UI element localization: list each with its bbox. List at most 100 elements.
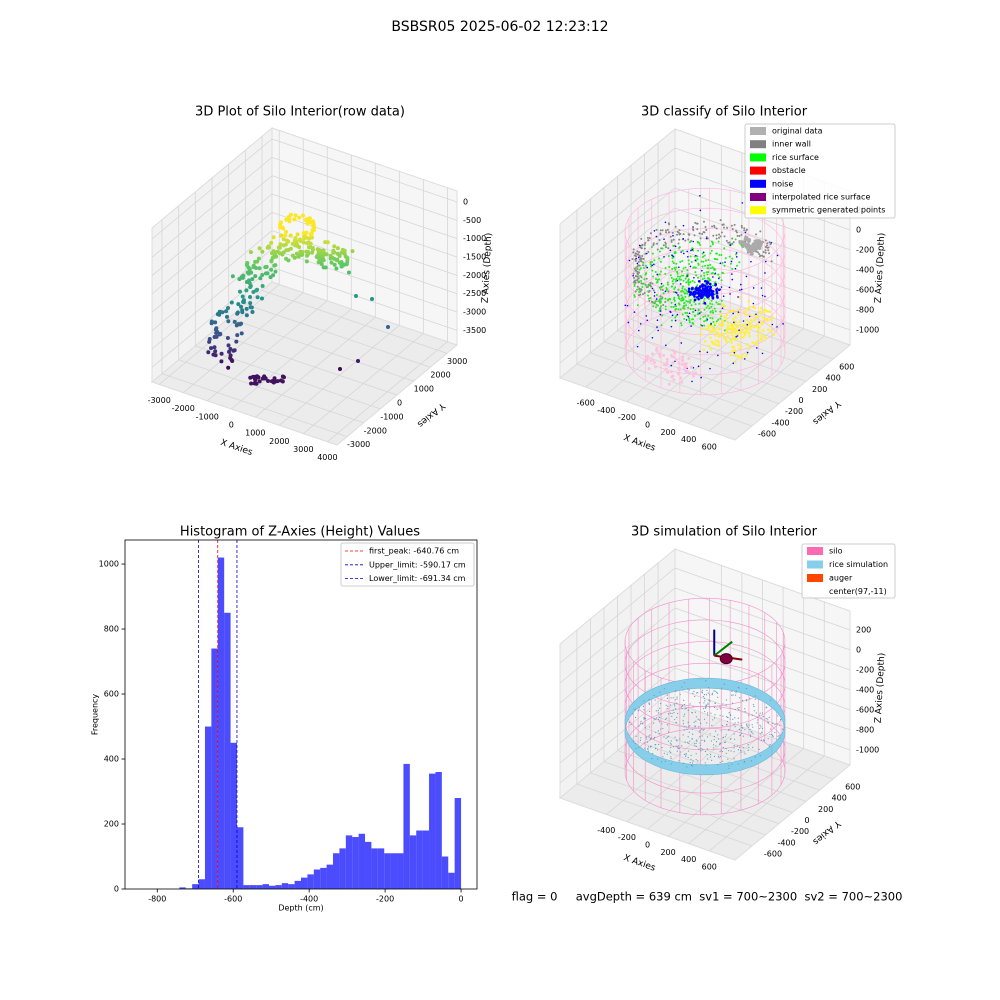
point	[725, 340, 729, 344]
point	[753, 306, 757, 310]
point	[670, 301, 673, 304]
point	[711, 225, 714, 228]
point	[638, 255, 641, 258]
point	[287, 219, 292, 224]
point	[636, 262, 639, 265]
point	[770, 241, 773, 244]
point	[712, 276, 714, 278]
point	[676, 270, 679, 273]
point	[656, 326, 658, 328]
point	[680, 274, 683, 277]
point	[656, 319, 659, 321]
point	[255, 374, 260, 379]
point	[736, 312, 740, 316]
x-axis-label: Depth (cm)	[278, 904, 323, 913]
point	[668, 735, 670, 737]
point	[719, 756, 722, 758]
point	[281, 237, 286, 242]
point	[702, 696, 705, 698]
point	[646, 266, 649, 269]
point	[727, 241, 730, 244]
y-tick-label: -200	[785, 407, 803, 416]
point	[726, 324, 730, 328]
point	[676, 698, 678, 700]
point	[757, 719, 759, 721]
grid-line	[151, 267, 273, 368]
point	[638, 280, 641, 283]
point	[679, 738, 681, 740]
point	[690, 758, 692, 761]
x-tick-label: -600	[577, 399, 595, 408]
point	[686, 728, 688, 730]
point	[230, 274, 235, 279]
point	[640, 279, 643, 282]
bar	[307, 874, 314, 889]
point	[292, 217, 297, 222]
point	[659, 270, 662, 273]
point	[767, 718, 769, 720]
point	[244, 279, 249, 284]
point	[693, 721, 695, 723]
point	[713, 747, 715, 749]
point	[658, 273, 661, 276]
grid-line	[559, 667, 676, 764]
point	[248, 250, 253, 255]
point	[253, 274, 258, 279]
point	[655, 228, 658, 231]
point	[649, 281, 652, 284]
point	[700, 747, 702, 750]
point	[647, 747, 649, 750]
point	[653, 360, 657, 364]
point	[768, 252, 771, 255]
point	[650, 245, 653, 248]
point	[722, 703, 724, 705]
point	[298, 238, 303, 243]
point	[644, 284, 647, 287]
point	[771, 733, 773, 736]
point	[730, 714, 732, 717]
point	[638, 291, 641, 294]
point	[760, 287, 763, 289]
point	[722, 760, 724, 762]
point	[691, 374, 695, 378]
point	[731, 278, 734, 281]
point	[350, 249, 355, 254]
point	[655, 278, 658, 281]
point	[713, 735, 716, 738]
point	[679, 283, 682, 285]
chart-title: 3D classify of Silo Interior	[641, 105, 808, 120]
point	[274, 254, 279, 259]
point	[672, 238, 675, 241]
point	[271, 380, 276, 385]
point	[269, 258, 274, 263]
point	[667, 740, 670, 742]
point	[694, 711, 696, 713]
point	[704, 279, 707, 283]
point	[721, 750, 723, 753]
point	[714, 329, 717, 333]
point	[637, 256, 640, 259]
point	[693, 295, 696, 298]
point	[740, 226, 743, 229]
point	[648, 698, 650, 700]
x-tick-label: -400	[597, 406, 615, 415]
point	[714, 690, 716, 692]
point	[677, 308, 680, 311]
point	[676, 230, 679, 233]
point	[700, 311, 703, 314]
point	[229, 300, 234, 305]
point	[756, 347, 758, 349]
point	[734, 722, 736, 724]
point	[256, 256, 261, 261]
point	[682, 720, 684, 722]
point	[673, 267, 676, 270]
point	[664, 266, 667, 269]
point	[729, 714, 732, 716]
point	[762, 329, 765, 332]
legend-label: first_peak: -640.76 cm	[369, 547, 459, 556]
point	[699, 350, 701, 353]
z-tick-label: -500	[463, 216, 481, 225]
point	[723, 329, 726, 332]
point	[756, 251, 759, 254]
point	[683, 704, 686, 706]
